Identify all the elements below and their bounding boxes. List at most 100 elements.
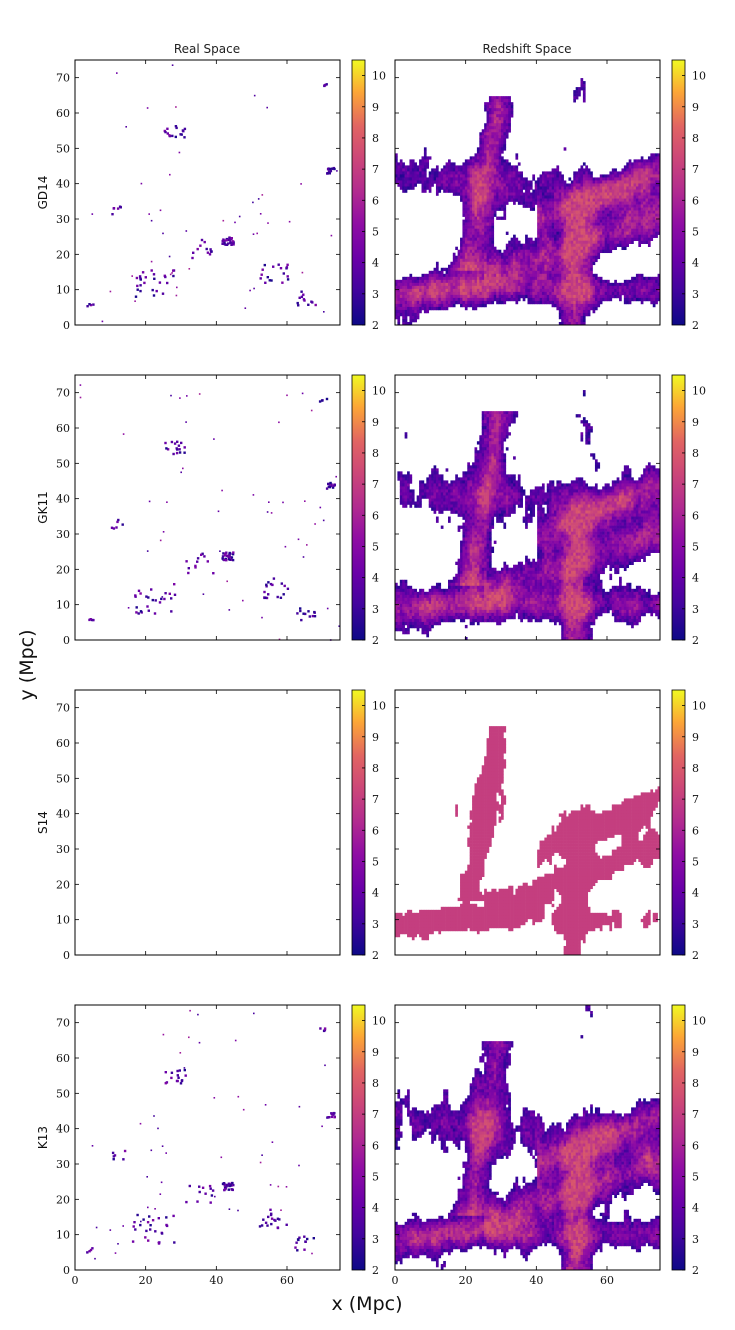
density-cell: [513, 288, 516, 293]
density-cell: [568, 192, 572, 196]
density-cell: [587, 231, 591, 235]
density-cell: [599, 189, 603, 193]
density-cell: [488, 258, 492, 263]
density-cell: [628, 216, 632, 220]
density-cell: [580, 420, 584, 424]
density-cell: [635, 198, 639, 202]
density-cell: [616, 204, 620, 208]
density-cell: [566, 321, 569, 326]
density-cell: [623, 297, 627, 302]
density-cell: [575, 87, 579, 91]
density-cell: [554, 210, 557, 214]
density-cell: [633, 198, 637, 202]
density-cell: [587, 264, 591, 269]
density-cell: [440, 273, 444, 278]
density-cell: [486, 456, 490, 460]
density-cell: [486, 426, 490, 430]
density-cell: [599, 300, 603, 305]
density-cell: [505, 411, 509, 415]
density-cell: [549, 258, 552, 263]
density-cell: [602, 183, 605, 187]
density-cell: [539, 180, 543, 184]
density-cell: [488, 264, 492, 269]
density-cell: [486, 270, 490, 275]
density-cell: [655, 222, 658, 226]
density-cell: [578, 288, 581, 293]
density-cell: [580, 282, 584, 287]
density-cell: [602, 213, 605, 217]
density-cell: [397, 279, 401, 284]
density-cell: [585, 276, 589, 281]
density-cell: [635, 201, 639, 205]
density-cell: [570, 276, 574, 281]
density-cell: [561, 213, 564, 217]
density-cell: [510, 261, 514, 266]
density-cell: [508, 126, 511, 130]
density-cell: [551, 276, 555, 281]
density-cell: [645, 276, 649, 281]
density-cell: [411, 285, 415, 290]
density-cell: [638, 243, 642, 247]
density-cell: [488, 129, 492, 133]
density-cell: [647, 237, 651, 241]
density-cell: [431, 177, 434, 181]
density-cell: [409, 291, 413, 296]
density-cell: [503, 435, 507, 439]
density-cell: [435, 267, 439, 272]
density-cell: [645, 171, 649, 175]
density-cell: [582, 294, 586, 299]
density-cell: [534, 195, 538, 199]
density-cell: [592, 261, 596, 266]
density-point: [266, 106, 268, 109]
density-cell: [563, 267, 567, 272]
density-cell: [479, 459, 483, 463]
density-cell: [582, 306, 586, 311]
density-cell: [486, 279, 490, 284]
density-cell: [515, 300, 519, 305]
density-cell: [452, 261, 456, 266]
density-cell: [474, 204, 478, 208]
density-cell: [626, 279, 629, 284]
density-cell: [472, 228, 475, 232]
density-cell: [479, 249, 483, 254]
density-cell: [580, 213, 584, 217]
density-cell: [476, 204, 480, 208]
density-point: [265, 596, 269, 600]
density-point: [183, 451, 186, 454]
density-cell: [476, 225, 480, 229]
density-cell: [568, 288, 572, 293]
density-cell: [551, 219, 555, 223]
density-cell: [452, 288, 456, 293]
density-cell: [488, 132, 492, 136]
density-point: [276, 595, 279, 599]
density-cell: [515, 171, 519, 175]
density-cell: [554, 267, 557, 272]
density-cell: [505, 192, 509, 196]
density-cell: [484, 240, 487, 244]
density-cell: [520, 258, 523, 263]
density-cell: [556, 252, 560, 257]
density-cell: [652, 174, 656, 178]
density-cell: [563, 294, 567, 299]
density-cell: [411, 291, 415, 296]
density-cell: [515, 180, 519, 184]
density-cell: [611, 204, 615, 208]
density-cell: [525, 288, 528, 293]
density-cell: [484, 417, 487, 421]
density-cell: [590, 180, 593, 184]
density-cell: [554, 291, 557, 296]
density-cell: [599, 180, 603, 184]
colorbar-tick-label: 9: [372, 101, 379, 114]
density-cell: [496, 453, 499, 457]
density-cell: [522, 288, 526, 293]
density-cell: [419, 174, 422, 178]
density-cell: [604, 237, 608, 241]
density-cell: [469, 291, 473, 296]
density-cell: [443, 186, 446, 190]
density-cell: [534, 258, 538, 263]
density-cell: [476, 189, 480, 193]
density-cell: [486, 117, 490, 121]
density-cell: [578, 309, 581, 314]
density-cell: [631, 225, 634, 229]
density-cell: [484, 252, 487, 257]
